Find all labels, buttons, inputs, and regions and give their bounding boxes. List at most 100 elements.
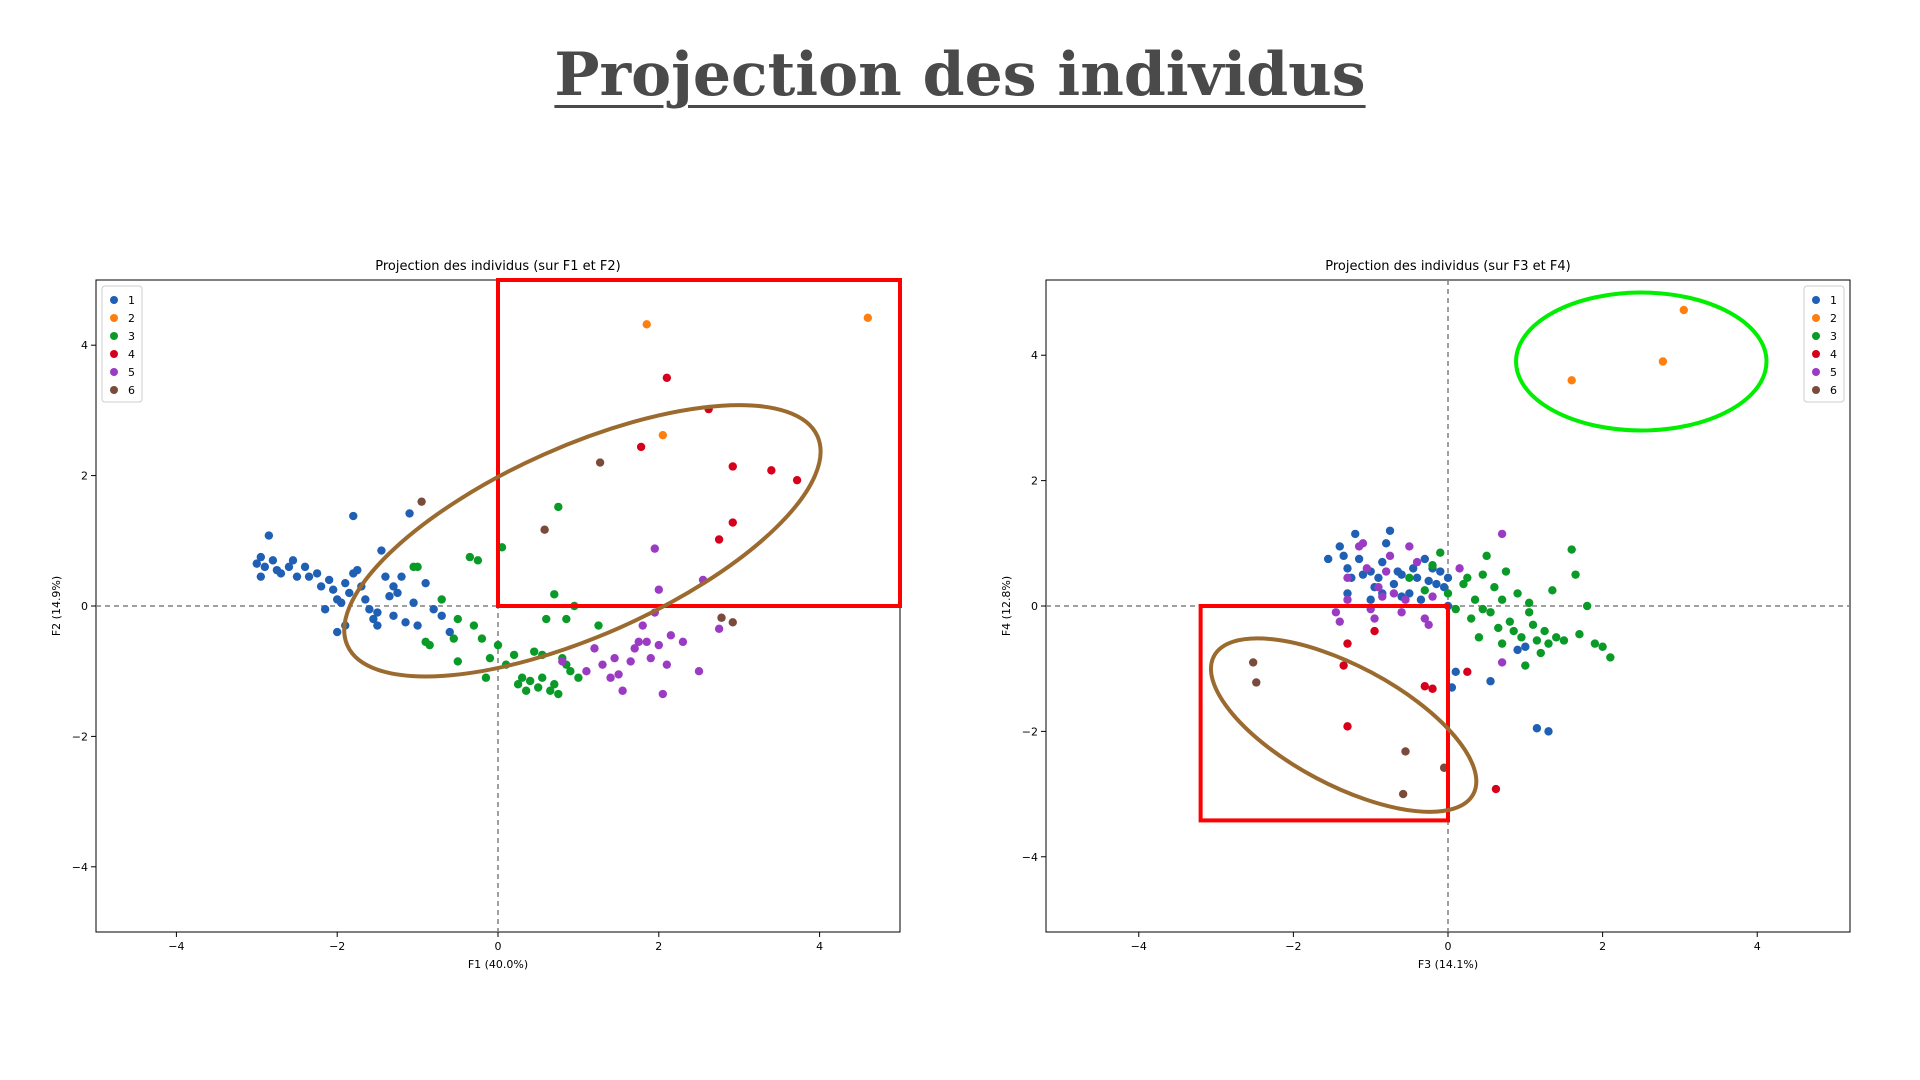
data-point-series-3: [529, 647, 539, 656]
data-point-series-1: [373, 621, 382, 630]
series-1: [252, 509, 454, 637]
scatter-chart-f3-f4: Projection des individus (sur F3 et F4) −…: [1000, 259, 1851, 971]
legend-marker-4: [110, 350, 118, 358]
legend-label-2: 2: [128, 312, 135, 325]
legend-marker-1: [110, 296, 118, 304]
data-point-series-2: [1679, 305, 1688, 315]
data-point-series-3: [1486, 608, 1495, 617]
data-point-series-1: [1513, 645, 1522, 655]
legend-marker-3: [110, 332, 118, 340]
data-point-series-1: [445, 627, 454, 637]
data-point-series-1: [260, 562, 270, 572]
data-point-series-4: [1343, 722, 1352, 731]
data-point-series-3: [409, 562, 418, 572]
data-point-series-1: [381, 572, 390, 581]
y-axis-label: F2 (14.9%): [50, 576, 63, 636]
y-axis-label: F4 (12.8%): [1000, 576, 1013, 636]
data-point-series-3: [453, 657, 462, 666]
data-point-series-6: [540, 525, 549, 534]
data-point-series-1: [1424, 576, 1433, 586]
data-point-series-1: [1397, 570, 1406, 579]
data-point-series-3: [1552, 633, 1561, 642]
x-tick-label: 4: [816, 940, 823, 953]
data-point-series-3: [562, 614, 571, 624]
legend: 1 2 3 4 5 6: [101, 285, 143, 403]
data-point-series-3: [469, 621, 479, 630]
series-5: [1331, 529, 1507, 667]
series-4: [1339, 626, 1501, 794]
data-point-series-5: [1389, 589, 1399, 598]
data-point-series-3: [493, 640, 503, 650]
legend-marker-6: [110, 386, 118, 394]
data-point-series-3: [437, 595, 446, 604]
highlight-rectangle-red: [1198, 604, 1450, 823]
data-point-series-5: [1455, 564, 1464, 573]
data-point-series-1: [413, 621, 422, 630]
data-point-series-5: [1497, 658, 1507, 667]
data-point-series-1: [1354, 554, 1364, 564]
data-point-series-4: [792, 475, 802, 485]
page-title: Projection des individus: [554, 40, 1366, 110]
data-point-series-3: [1501, 567, 1511, 576]
y-tick-label: −2: [72, 730, 88, 743]
data-point-series-1: [1378, 557, 1387, 567]
data-point-series-1: [1358, 570, 1368, 579]
y-tick-label: 0: [1031, 600, 1038, 613]
data-point-series-3: [1490, 582, 1499, 592]
data-point-series-5: [654, 585, 663, 594]
data-point-series-3: [574, 673, 583, 682]
data-point-series-2: [1567, 376, 1576, 385]
data-point-series-3: [550, 680, 559, 689]
x-axis-label: F3 (14.1%): [1418, 958, 1478, 971]
series-3: [1405, 545, 1615, 670]
data-point-series-1: [337, 598, 346, 607]
data-point-series-5: [658, 689, 668, 699]
data-point-series-3: [1463, 573, 1472, 582]
data-point-series-3: [554, 689, 563, 699]
data-point-series-5: [694, 667, 704, 676]
data-point-series-1: [361, 595, 370, 604]
data-point-series-5: [1401, 595, 1410, 604]
data-point-series-1: [1420, 554, 1430, 564]
data-point-series-1: [369, 614, 378, 624]
data-point-series-1: [1436, 567, 1445, 576]
series-6: [417, 458, 737, 627]
data-point-series-4: [714, 535, 724, 544]
data-point-series-3: [425, 640, 434, 650]
data-point-series-3: [1582, 601, 1592, 611]
x-axis-label: F1 (40.0%): [468, 958, 528, 971]
data-point-series-1: [1412, 573, 1422, 582]
data-point-series-1: [1439, 582, 1449, 592]
data-point-series-3: [513, 680, 523, 689]
data-point-series-5: [678, 637, 688, 647]
data-point-series-3: [1544, 639, 1553, 648]
data-point-series-1: [409, 598, 418, 607]
data-point-series-3: [477, 634, 487, 643]
data-point-series-5: [642, 637, 651, 647]
data-point-series-3: [449, 634, 458, 643]
data-point-series-3: [1517, 633, 1526, 642]
legend-label-5: 5: [128, 366, 135, 379]
data-point-series-4: [728, 462, 737, 471]
data-point-series-3: [546, 686, 555, 695]
data-point-series-3: [1451, 604, 1460, 614]
data-point-series-3: [1497, 639, 1507, 648]
data-point-series-1: [1335, 542, 1344, 551]
data-point-series-5: [1381, 567, 1391, 576]
data-point-series-6: [1248, 658, 1258, 667]
legend-label-4: 4: [128, 348, 135, 361]
data-point-series-3: [1443, 589, 1453, 598]
legend-label-3: 3: [1830, 330, 1837, 343]
series-5: [558, 544, 724, 699]
data-point-series-6: [728, 618, 737, 627]
data-point-series-3: [1571, 570, 1580, 579]
data-point-series-5: [1358, 539, 1368, 548]
data-point-series-1: [292, 572, 302, 581]
data-point-series-3: [1474, 633, 1484, 642]
scatter-chart-f1-f2: Projection des individus (sur F1 et F2) −…: [50, 259, 902, 971]
highlight-ellipse-green: [1514, 290, 1769, 433]
data-point-series-4: [1491, 784, 1501, 794]
data-point-series-5: [1343, 573, 1352, 582]
data-point-series-1: [312, 569, 322, 578]
data-point-series-1: [276, 569, 286, 578]
